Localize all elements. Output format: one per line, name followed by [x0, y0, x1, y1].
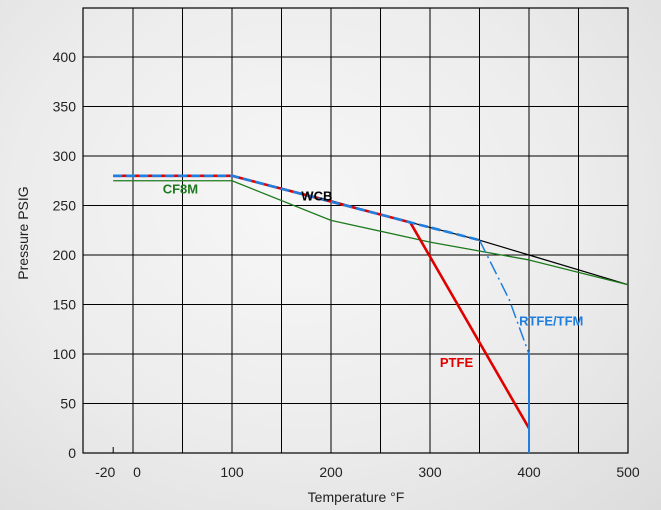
series-label-ptfe: PTFE	[440, 355, 474, 370]
y-tick-label: 150	[53, 297, 77, 313]
series-line-cf8m	[113, 180, 629, 286]
y-tick-label: 250	[53, 198, 77, 214]
series-lines	[113, 174, 629, 453]
series-line-ptfe	[113, 174, 531, 429]
y-tick-label: 200	[53, 247, 77, 263]
x-tick-label: 500	[616, 464, 640, 480]
y-tick-label: 100	[53, 346, 77, 362]
x-tick-label: 100	[220, 464, 244, 480]
plot-frame	[82, 7, 629, 454]
series-labels: WCB CF8M PTFE RTFE/TFM	[163, 182, 584, 370]
y-tick-label: 350	[53, 99, 77, 115]
x-tick-label: 0	[133, 464, 141, 480]
series-label-cf8m: CF8M	[163, 182, 198, 197]
y-tick-label: 50	[60, 396, 76, 412]
x-tick-label: 300	[418, 464, 442, 480]
y-tick-label: 0	[68, 445, 76, 461]
y-tick-label: 300	[53, 148, 77, 164]
grid	[83, 8, 629, 454]
series-label-rtfe-tfm: RTFE/TFM	[519, 313, 583, 328]
x-axis-label: Temperature °F	[308, 489, 405, 505]
x-tick-label: 200	[319, 464, 343, 480]
y-tick-label: 400	[53, 49, 77, 65]
series-label-wcb: WCB	[301, 189, 332, 204]
tick-labels: -20 0 100 200 300 400 500 0 50 100 150 200 250 300 350…	[53, 49, 640, 480]
x-tick-label: -20	[95, 464, 115, 480]
series-line-rtfe-tfm	[478, 239, 530, 429]
series-line-segment-4	[113, 174, 480, 242]
y-axis-label: Pressure PSIG	[15, 186, 31, 279]
x-tick-label: 400	[517, 464, 541, 480]
